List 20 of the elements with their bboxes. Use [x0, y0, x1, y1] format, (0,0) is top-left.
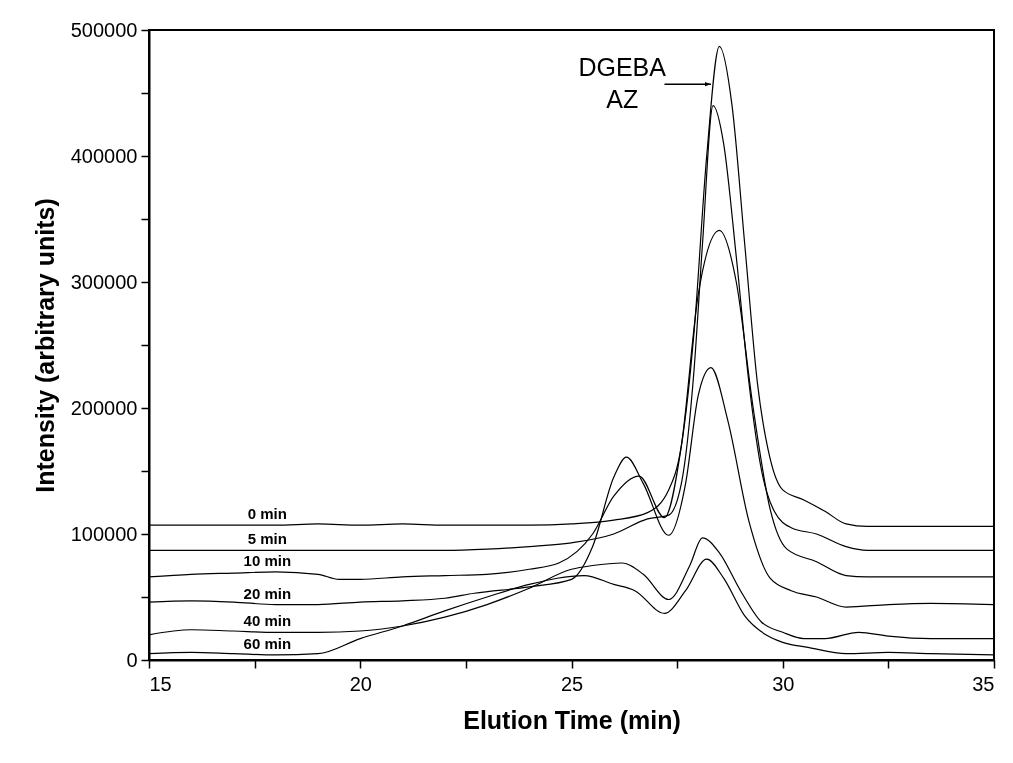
x-tick-label: 30	[772, 672, 795, 695]
y-tick-label: 400000	[70, 144, 138, 167]
y-tick-label: 100000	[70, 522, 138, 545]
x-tick-label: 35	[972, 672, 995, 695]
x-tick-label: 25	[560, 672, 584, 695]
y-axis-title: Intensity (arbitrary units)	[30, 198, 59, 493]
series-label: 20 min	[243, 584, 292, 602]
series-label: 40 min	[243, 612, 292, 630]
y-tick-label: 500000	[70, 18, 138, 41]
annotation: DGEBA AZ	[578, 53, 667, 114]
x-tick-label: 15	[149, 672, 172, 695]
y-tick-label: 300000	[70, 270, 138, 293]
y-tick-label: 0	[126, 648, 138, 671]
series-label: 60 min	[243, 634, 292, 652]
x-tick-label: 20	[349, 672, 372, 695]
series-label: 10 min	[243, 551, 292, 569]
y-tick-label: 200000	[70, 396, 138, 419]
series-label: 0 min	[247, 505, 287, 523]
series-label: 5 min	[247, 530, 287, 548]
x-axis-title: Elution Time (min)	[463, 705, 681, 734]
